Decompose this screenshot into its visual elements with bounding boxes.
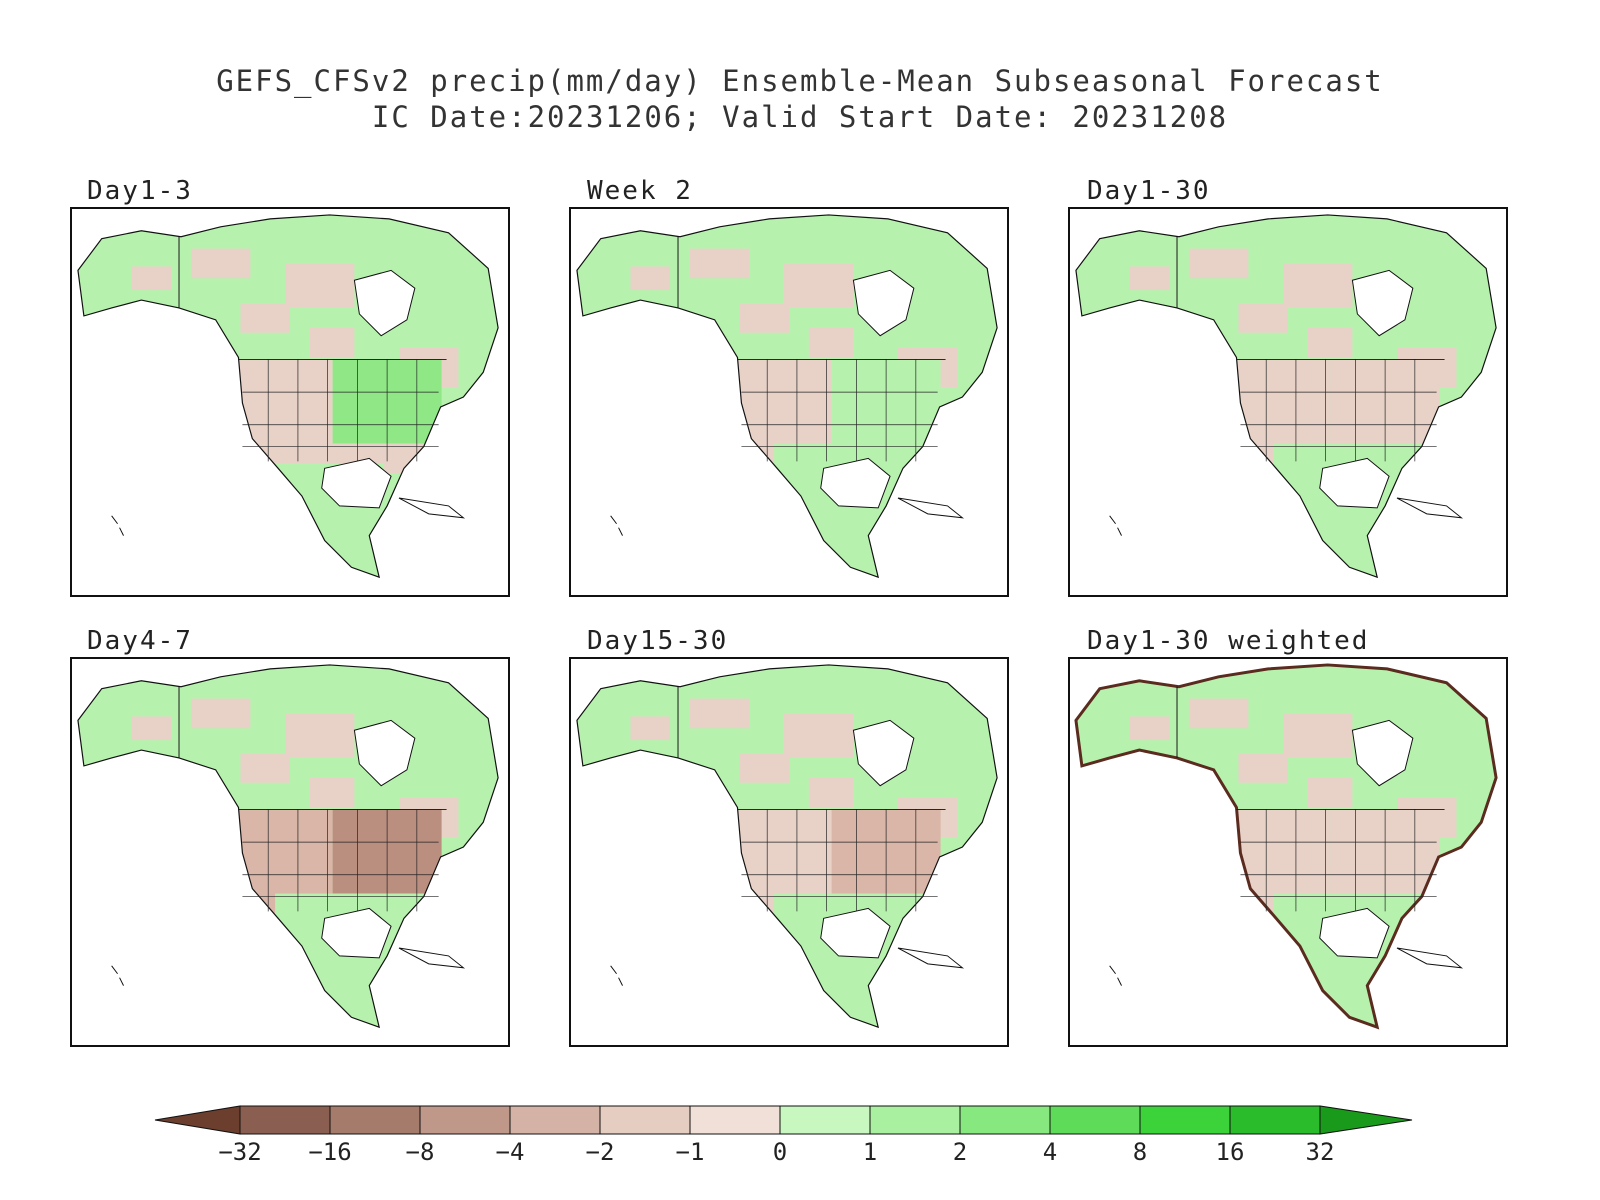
colorbar-tick-label: 16 bbox=[1216, 1138, 1245, 1166]
colorbar-box bbox=[779, 1105, 871, 1135]
map-svg bbox=[77, 664, 499, 1029]
map-panel-day1-3 bbox=[70, 207, 510, 597]
map-panel-day1-30 bbox=[1068, 207, 1508, 597]
colorbar-tick-label: −1 bbox=[676, 1138, 705, 1166]
colorbar-tick-label: 1 bbox=[863, 1138, 877, 1166]
colorbar-box bbox=[1049, 1105, 1141, 1135]
colorbar-tick-label: 2 bbox=[953, 1138, 967, 1166]
figure-title-line2: IC Date:20231206; Valid Start Date: 2023… bbox=[371, 100, 1229, 134]
colorbar-tick-label: 8 bbox=[1133, 1138, 1147, 1166]
map-panel-day15-30 bbox=[569, 657, 1009, 1047]
map-svg bbox=[576, 214, 998, 579]
map-svg bbox=[1075, 214, 1497, 579]
map-panel-day1-30-weighted bbox=[1068, 657, 1508, 1047]
panel-label-day1-30-weighted: Day1-30 weighted bbox=[1087, 626, 1370, 656]
panel-label-day15-30: Day15-30 bbox=[587, 626, 729, 656]
colorbar-tick-label: 0 bbox=[773, 1138, 787, 1166]
colorbar-tick-label: −4 bbox=[496, 1138, 525, 1166]
colorbar-box bbox=[509, 1105, 601, 1135]
map-svg bbox=[77, 214, 499, 579]
colorbar-arrow-high bbox=[1319, 1105, 1413, 1135]
colorbar-tick-label: 4 bbox=[1043, 1138, 1057, 1166]
colorbar-tick-label: −2 bbox=[586, 1138, 615, 1166]
colorbar-legend: −32 −16 −8 −4 −2 −1 0 1 2 4 8 16 32 bbox=[154, 1105, 1413, 1166]
colorbar-box bbox=[1229, 1105, 1321, 1135]
colorbar-box bbox=[329, 1105, 421, 1135]
panel-label-day1-30: Day1-30 bbox=[1087, 176, 1211, 206]
colorbar-tick-label: 32 bbox=[1306, 1138, 1335, 1166]
colorbar-arrow-low bbox=[154, 1105, 241, 1135]
colorbar-tick-label: −8 bbox=[406, 1138, 435, 1166]
colorbar-box bbox=[599, 1105, 691, 1135]
colorbar-box bbox=[689, 1105, 781, 1135]
panel-label-week-2: Week 2 bbox=[587, 176, 693, 206]
map-svg bbox=[1074, 663, 1498, 1030]
map-panel-day4-7 bbox=[70, 657, 510, 1047]
colorbar-box bbox=[869, 1105, 961, 1135]
map-svg bbox=[576, 664, 998, 1029]
panel-label-day4-7: Day4-7 bbox=[87, 626, 193, 656]
colorbar-box bbox=[419, 1105, 511, 1135]
colorbar-tick-label: −32 bbox=[218, 1138, 261, 1166]
colorbar-box bbox=[239, 1105, 331, 1135]
colorbar-tick-label: −16 bbox=[308, 1138, 351, 1166]
colorbar-box bbox=[959, 1105, 1051, 1135]
panel-label-day1-3: Day1-3 bbox=[87, 176, 193, 206]
map-panel-week-2 bbox=[569, 207, 1009, 597]
figure-title-line1: GEFS_CFSv2 precip(mm/day) Ensemble-Mean … bbox=[216, 64, 1384, 98]
colorbar-box bbox=[1139, 1105, 1231, 1135]
